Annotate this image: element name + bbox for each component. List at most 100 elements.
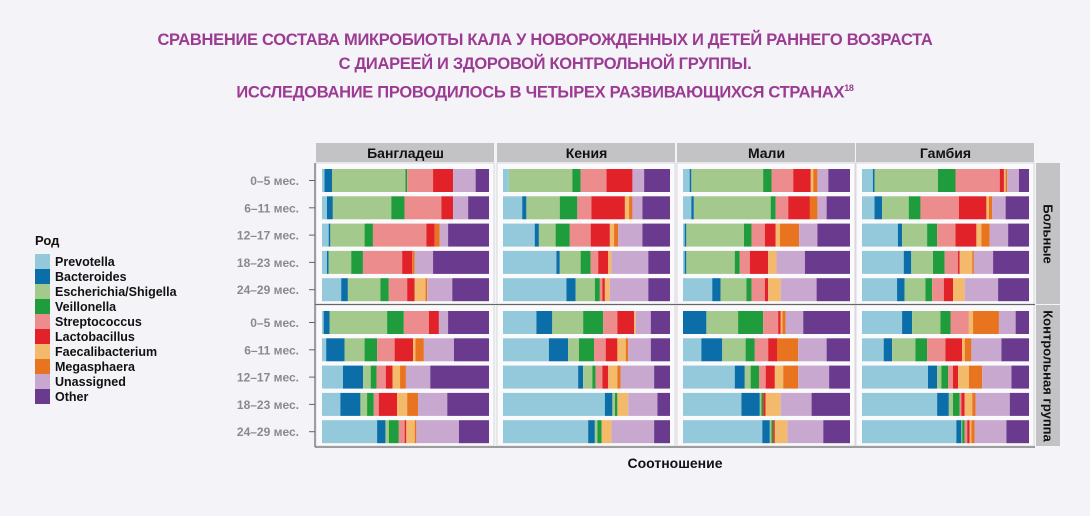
bar-segment-streptococcus: [758, 365, 766, 389]
bar-segment-unassigned: [1007, 169, 1019, 192]
bar-segment-other: [654, 365, 670, 389]
bar-segment-unassigned: [611, 420, 655, 444]
country-header: [316, 143, 494, 162]
group-label: Больные: [1041, 204, 1056, 263]
x-axis-label: Соотношение: [627, 455, 723, 471]
bar-segment-lactobacillus: [606, 169, 633, 192]
bar-segment-veillonella: [364, 223, 373, 247]
bar-segment-prevotella: [503, 250, 557, 274]
country-label: Бангладеш: [367, 145, 444, 161]
bar-segment-bacteroides: [903, 250, 912, 274]
bar-segment-veillonella: [597, 420, 602, 444]
bar-segment-prevotella: [503, 169, 509, 192]
bar-segment-other: [657, 392, 671, 416]
bar-segment-other: [650, 338, 671, 362]
bar-segment-bacteroides: [741, 392, 760, 416]
bar-segment-unassigned: [982, 365, 1012, 389]
bar-segment-other: [817, 223, 850, 247]
legend-item: Unassigned: [35, 374, 177, 389]
bar-segment-lactobacillus: [407, 278, 415, 302]
bar-segment-veillonella: [583, 311, 604, 334]
bar-segment-lactobacillus: [958, 196, 987, 220]
bar-segment-unassigned: [780, 392, 812, 416]
bar-segment-streptococcus: [937, 223, 956, 247]
bar-segment-bacteroides: [604, 392, 613, 416]
country-label: Мали: [748, 145, 785, 161]
bar-segment-escherichia-shigella: [744, 365, 751, 389]
bar-segment-prevotella: [503, 223, 535, 247]
country-label: Гамбия: [920, 145, 971, 161]
bar-segment-bacteroides: [897, 278, 905, 302]
bar-segment-prevotella: [862, 250, 904, 274]
bar-segment-lactobacillus: [773, 420, 775, 444]
bar-segment-veillonella: [763, 169, 772, 192]
bar-segment-streptococcus: [377, 338, 395, 362]
bar-segment-other: [1015, 311, 1029, 334]
bar-segment-escherichia-shigella: [612, 392, 615, 416]
bar-segment-faecalibacterium: [969, 420, 972, 444]
bar-segment-unassigned: [632, 196, 643, 220]
bar-segment-prevotella: [862, 196, 875, 220]
bar-segment-prevotella: [683, 365, 735, 389]
bar-segment-streptococcus: [927, 338, 946, 362]
bar-segment-prevotella: [322, 223, 329, 247]
bar-segment-faecalibacterium: [968, 311, 974, 334]
bar-segment-escherichia-shigella: [594, 420, 598, 444]
bar-segment-veillonella: [367, 392, 374, 416]
legend-item: Bacteroides: [35, 269, 177, 284]
bar-segment-unassigned: [971, 338, 1002, 362]
bar-segment-unassigned: [635, 311, 651, 334]
bar-segment-escherichia-shigella: [874, 169, 938, 192]
bar-segment-prevotella: [322, 420, 378, 444]
bar-segment-escherichia-shigella: [720, 278, 747, 302]
bar-segment-veillonella: [953, 392, 960, 416]
bar-segment-veillonella: [614, 392, 618, 416]
bar-segment-escherichia-shigella: [902, 223, 928, 247]
bar-segment-lactobacillus: [617, 311, 635, 334]
bar-segment-streptococcus: [599, 278, 603, 302]
legend-item: Prevotella: [35, 254, 177, 269]
bar-segment-other: [829, 365, 851, 389]
bar-segment-bacteroides: [956, 420, 962, 444]
bar-segment-prevotella: [683, 420, 763, 444]
bar-segment-unassigned: [405, 365, 431, 389]
bar-segment-veillonella: [580, 250, 591, 274]
bar-segment-megasphaera: [964, 338, 972, 362]
bar-segment-streptococcus: [959, 392, 962, 416]
bar-segment-escherichia-shigella: [508, 169, 573, 192]
bar-segment-streptococcus: [603, 311, 618, 334]
bar-segment-prevotella: [503, 311, 537, 334]
bar-segment-unassigned: [798, 338, 827, 362]
bar-segment-bacteroides: [683, 311, 707, 334]
bar-segment-other: [1011, 365, 1030, 389]
bar-segment-escherichia-shigella: [385, 420, 389, 444]
age-group-label: 0–5 мес.: [250, 174, 299, 188]
bar-segment-prevotella: [683, 223, 685, 247]
bar-segment-prevotella: [503, 196, 523, 220]
bar-segment-other: [1008, 223, 1030, 247]
bar-segment-escherichia-shigella: [328, 250, 352, 274]
bar-segment-megasphaera: [783, 365, 799, 389]
bar-segment-bacteroides: [689, 169, 692, 192]
bar-segment-other: [803, 311, 850, 334]
bar-segment-unassigned: [776, 250, 805, 274]
legend-swatch: [35, 329, 50, 344]
bar-segment-megasphaera: [400, 365, 406, 389]
bar-segment-faecalibacterium: [810, 169, 814, 192]
bar-segment-prevotella: [322, 365, 343, 389]
bar-segment-bacteroides: [534, 223, 539, 247]
legend-label: Veillonella: [55, 299, 117, 314]
bar-segment-faecalibacterium: [768, 250, 777, 274]
bar-segment-unassigned: [427, 278, 453, 302]
bar-segment-megasphaera: [617, 365, 621, 389]
bar-segment-bacteroides: [556, 250, 560, 274]
bar-segment-veillonella: [370, 365, 377, 389]
age-group-label: 6–11 мес.: [244, 201, 299, 215]
bar-segment-streptococcus: [763, 311, 779, 334]
bar-segment-escherichia-shigella: [693, 196, 771, 220]
bar-segment-lactobacillus: [793, 169, 811, 192]
bar-segment-prevotella: [683, 392, 742, 416]
bar-segment-veillonella: [771, 420, 774, 444]
bar-segment-lactobacillus: [404, 420, 407, 444]
